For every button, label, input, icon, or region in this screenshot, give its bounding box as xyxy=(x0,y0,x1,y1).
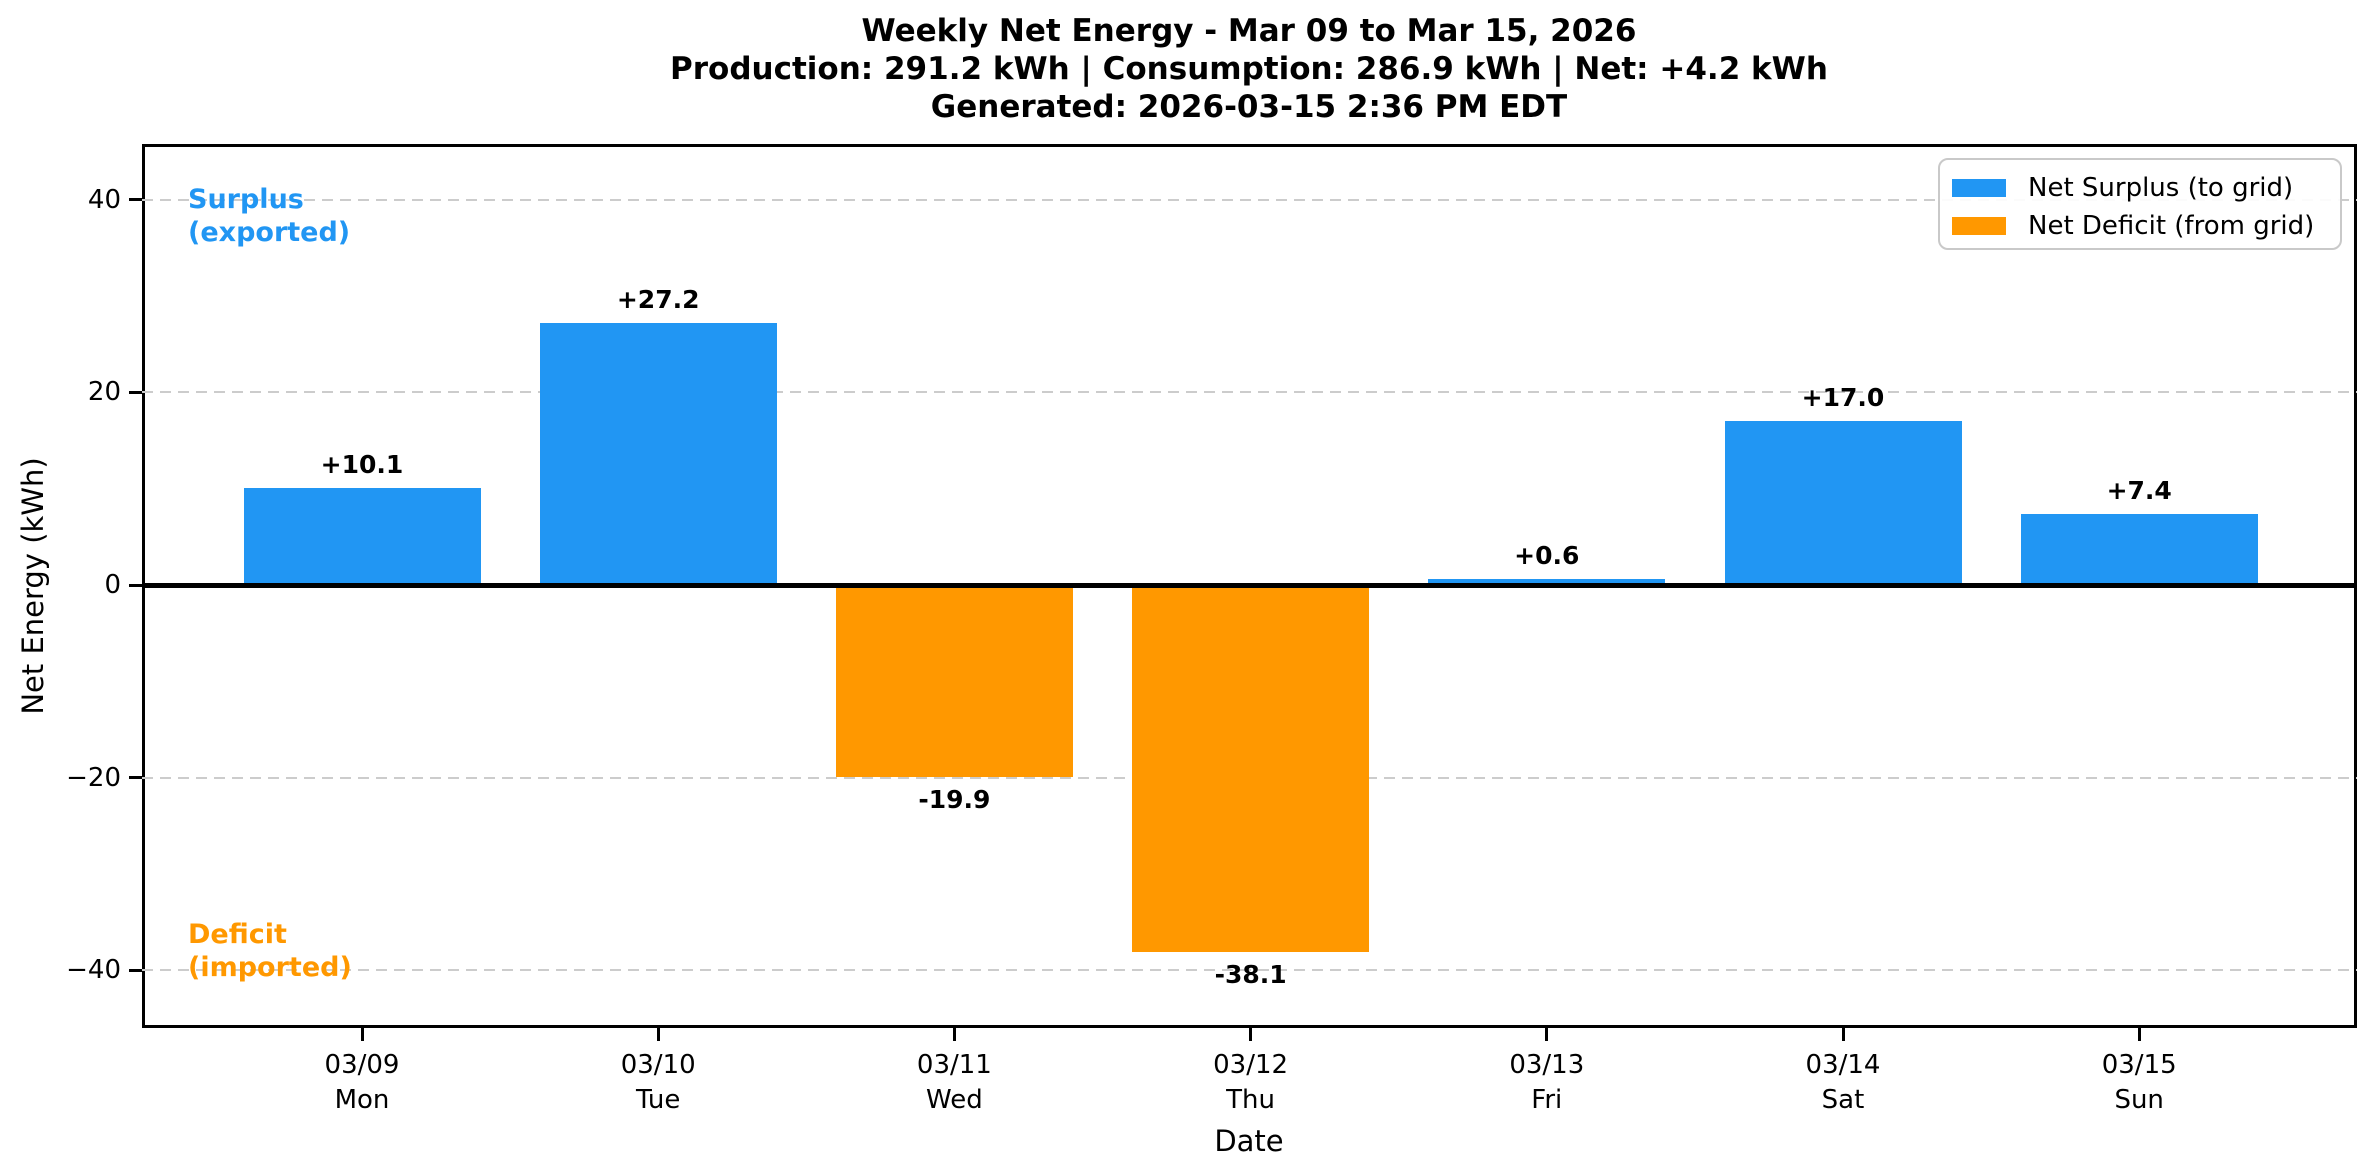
gridline-y-40 xyxy=(142,969,2357,972)
x-tick-mark xyxy=(656,1028,660,1041)
y-tick-mark xyxy=(129,583,142,587)
bar-03/09 xyxy=(243,487,481,585)
chart-title: Weekly Net Energy - Mar 09 to Mar 15, 20… xyxy=(861,13,1637,49)
chart-title-block: Weekly Net Energy - Mar 09 to Mar 15, 20… xyxy=(0,12,2377,126)
legend: Net Surplus (to grid) Net Deficit (from g… xyxy=(1938,158,2342,250)
legend-swatch xyxy=(1952,217,2006,235)
x-tick-mark xyxy=(2137,1028,2141,1041)
y-tick-mark xyxy=(129,776,142,780)
chart-subtitle-generated: Generated: 2026-03-15 2:36 PM EDT xyxy=(930,89,1568,125)
y-tick-label: 0 xyxy=(104,570,121,600)
zero-line xyxy=(142,582,2357,588)
legend-item-1: Net Deficit (from grid) xyxy=(1952,207,2326,245)
x-tick-mark xyxy=(360,1028,364,1041)
annotation-surplus-exported: Surplus (exported) xyxy=(188,184,351,248)
chart-subtitle-totals: Production: 291.2 kWh | Consumption: 286… xyxy=(670,51,1828,87)
legend-label: Net Deficit (from grid) xyxy=(2028,211,2315,241)
bar-value-label: -19.9 xyxy=(918,784,991,814)
gridline-y40 xyxy=(142,198,2357,201)
y-tick-label: 40 xyxy=(87,184,121,215)
x-tick-mark xyxy=(952,1028,956,1041)
bar-03/10 xyxy=(539,323,777,585)
x-tick-label-sat: 03/14 Sat xyxy=(1805,1050,1881,1115)
annotation-deficit-imported: Deficit (imported) xyxy=(188,919,352,983)
y-tick-label: −20 xyxy=(66,762,121,793)
x-tick-label-thu: 03/12 Thu xyxy=(1213,1050,1289,1115)
bar-03/14 xyxy=(1724,421,1962,585)
x-tick-mark xyxy=(1545,1028,1549,1041)
y-tick-mark xyxy=(129,968,142,972)
bar-03/12 xyxy=(1132,585,1370,952)
bar-03/11 xyxy=(835,585,1073,777)
legend-label: Net Surplus (to grid) xyxy=(2028,173,2294,203)
bar-value-label: -38.1 xyxy=(1214,959,1287,989)
x-tick-label-tue: 03/10 Tue xyxy=(620,1050,696,1115)
legend-swatch xyxy=(1952,179,2006,197)
bar-03/15 xyxy=(2020,513,2258,585)
bar-value-label: +17.0 xyxy=(1801,383,1885,413)
bar-value-label: +0.6 xyxy=(1514,541,1580,571)
x-tick-mark xyxy=(1249,1028,1253,1041)
bar-value-label: +10.1 xyxy=(320,449,404,479)
y-tick-mark xyxy=(129,198,142,202)
x-tick-label-wed: 03/11 Wed xyxy=(916,1050,992,1115)
bar-value-label: +27.2 xyxy=(616,285,700,315)
y-tick-mark xyxy=(129,390,142,394)
y-tick-label: 20 xyxy=(87,377,121,408)
x-tick-label-fri: 03/13 Fri xyxy=(1509,1050,1585,1115)
x-tick-label-sun: 03/15 Sun xyxy=(2101,1050,2177,1115)
bar-value-label: +7.4 xyxy=(2106,475,2172,505)
legend-item-0: Net Surplus (to grid) xyxy=(1952,169,2326,207)
y-tick-label: −40 xyxy=(66,955,121,986)
x-axis-label: Date xyxy=(1214,1124,1284,1158)
x-tick-label-mon: 03/09 Mon xyxy=(324,1050,400,1115)
gridline-y20 xyxy=(142,391,2357,394)
bar-03/13 xyxy=(1428,579,1666,585)
x-tick-mark xyxy=(1841,1028,1845,1041)
